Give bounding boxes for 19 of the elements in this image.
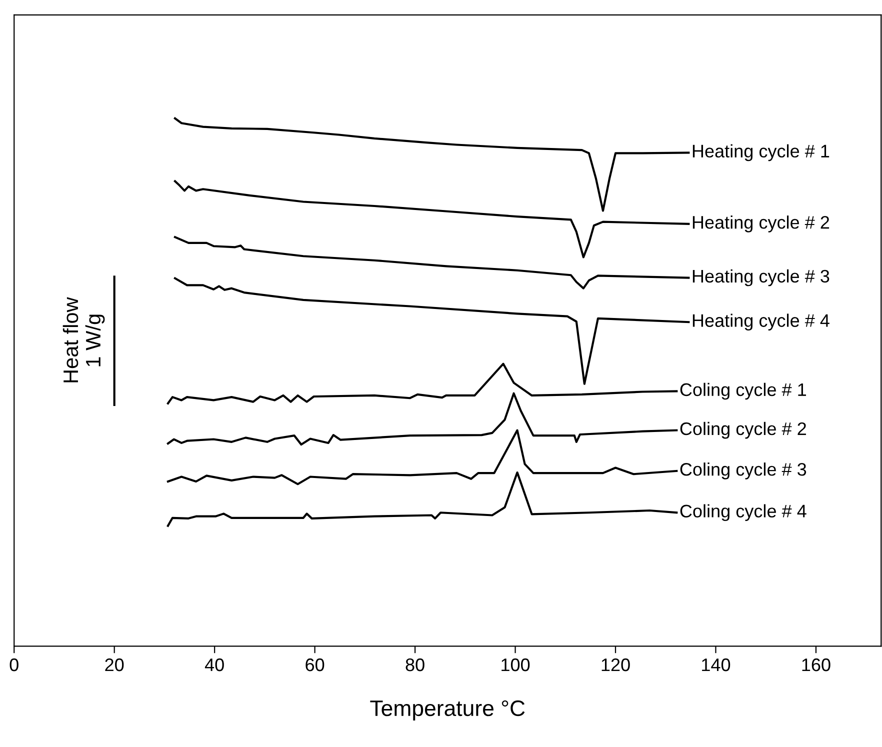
x-tick-label: 60	[306, 658, 324, 672]
series-label: Coling cycle # 3	[680, 462, 806, 480]
x-tick-label: 0	[10, 658, 18, 672]
series-label: Coling cycle # 1	[680, 382, 806, 400]
series-label: Coling cycle # 4	[680, 504, 806, 522]
series-label: Heating cycle # 2	[692, 216, 830, 232]
series-label: Heating cycle # 4	[692, 314, 830, 331]
x-tick-label: 120	[602, 658, 630, 672]
series-label: Heating cycle # 3	[692, 269, 830, 286]
x-axis-title: Temperature °C	[370, 700, 525, 721]
x-tick-label: 140	[702, 658, 730, 672]
x-tick-label: 80	[406, 658, 424, 672]
series-label: Heating cycle # 1	[692, 144, 830, 162]
series-label: Coling cycle # 2	[680, 422, 806, 439]
annotation: Heat flow 1 W/g	[62, 297, 105, 382]
x-tick-label: 40	[204, 658, 224, 672]
x-tick-label: 100	[502, 658, 530, 672]
x-tick-label: 20	[105, 658, 124, 672]
x-tick-label: 160	[802, 658, 830, 672]
